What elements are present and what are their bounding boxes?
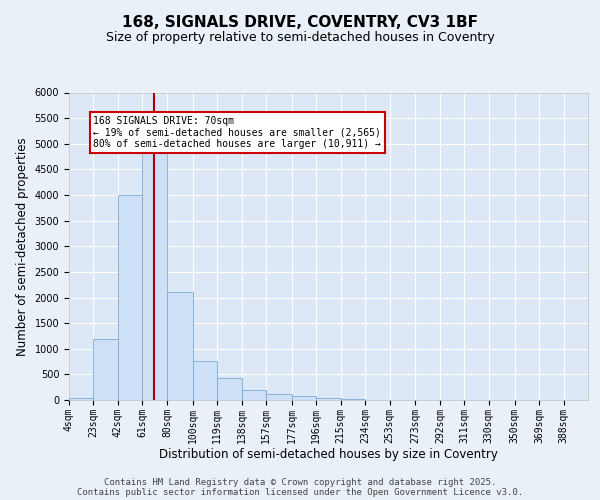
- Bar: [217, 378, 242, 400]
- Bar: [167, 292, 193, 400]
- Text: 168, SIGNALS DRIVE, COVENTRY, CV3 1BF: 168, SIGNALS DRIVE, COVENTRY, CV3 1BF: [122, 15, 478, 30]
- Text: Size of property relative to semi-detached houses in Coventry: Size of property relative to semi-detach…: [106, 31, 494, 44]
- Bar: [69, 398, 94, 400]
- Bar: [118, 195, 142, 400]
- Y-axis label: Number of semi-detached properties: Number of semi-detached properties: [16, 137, 29, 356]
- Bar: [341, 399, 365, 400]
- Bar: [292, 396, 316, 400]
- X-axis label: Distribution of semi-detached houses by size in Coventry: Distribution of semi-detached houses by …: [159, 448, 498, 462]
- Text: 168 SIGNALS DRIVE: 70sqm
← 19% of semi-detached houses are smaller (2,565)
80% o: 168 SIGNALS DRIVE: 70sqm ← 19% of semi-d…: [94, 116, 382, 149]
- Bar: [193, 361, 217, 400]
- Bar: [242, 390, 266, 400]
- Bar: [316, 398, 341, 400]
- Bar: [94, 338, 118, 400]
- Bar: [142, 149, 167, 400]
- Bar: [266, 394, 292, 400]
- Text: Contains HM Land Registry data © Crown copyright and database right 2025.
Contai: Contains HM Land Registry data © Crown c…: [77, 478, 523, 497]
